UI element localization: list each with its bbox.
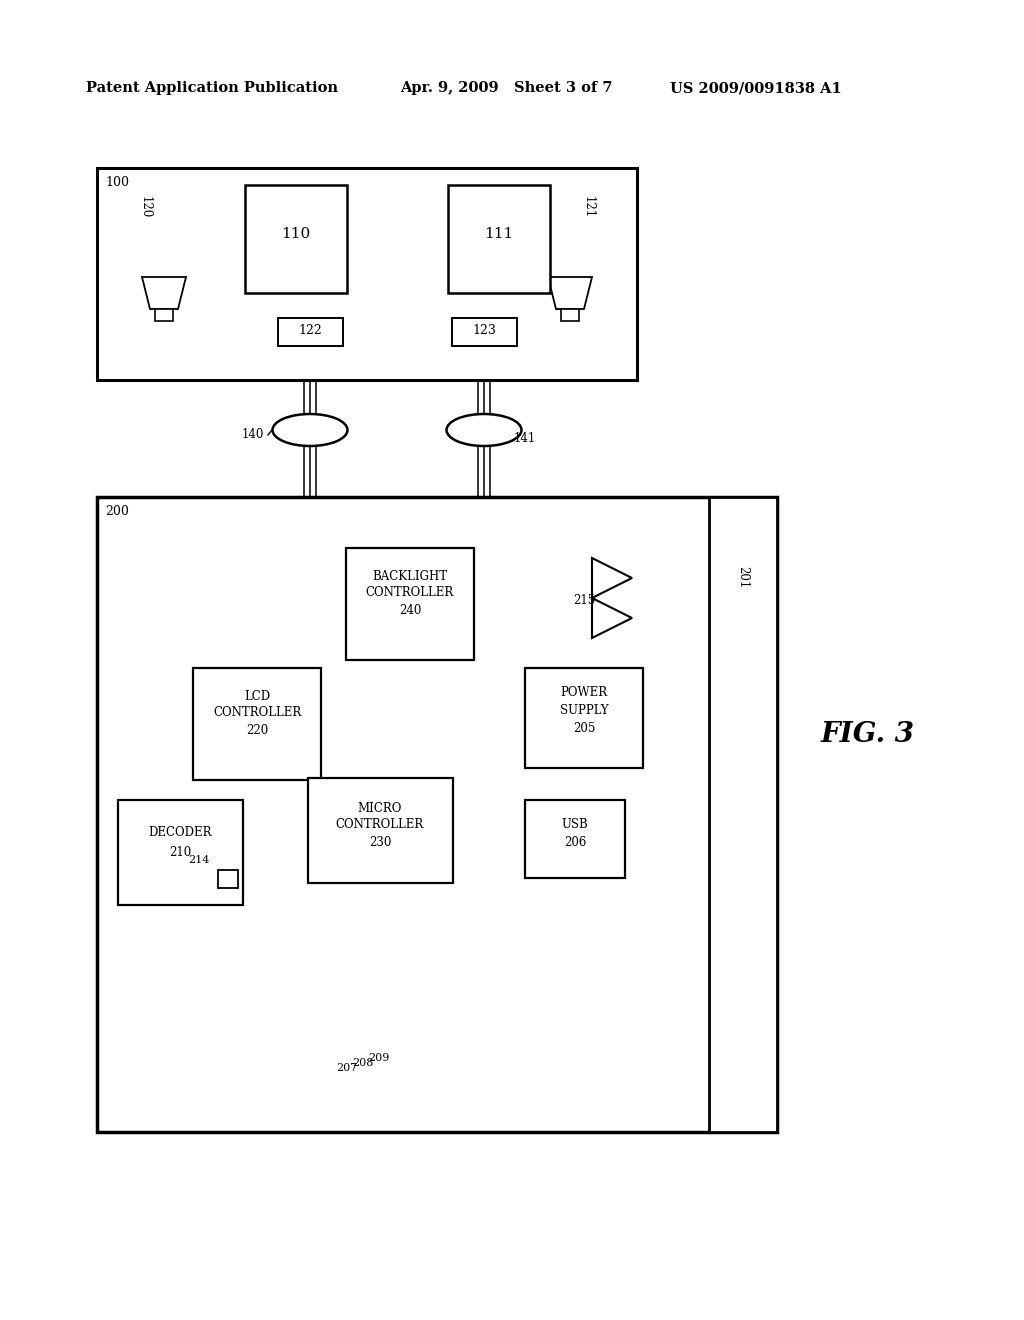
Text: 120: 120 — [139, 195, 152, 218]
Text: 209: 209 — [368, 1053, 389, 1063]
Text: 240: 240 — [398, 603, 421, 616]
Bar — [452, 318, 517, 346]
Bar — [525, 800, 625, 878]
Text: USB: USB — [561, 817, 589, 830]
Text: US 2009/0091838 A1: US 2009/0091838 A1 — [670, 81, 842, 95]
Bar — [278, 318, 343, 346]
Text: LCD: LCD — [244, 689, 270, 702]
Bar — [449, 185, 550, 293]
Text: 121: 121 — [582, 195, 595, 218]
Text: 201: 201 — [736, 566, 750, 589]
Text: BACKLIGHT: BACKLIGHT — [373, 569, 447, 582]
Text: 140: 140 — [242, 429, 264, 441]
Polygon shape — [592, 558, 632, 598]
Text: 111: 111 — [484, 227, 514, 242]
Bar — [193, 668, 321, 780]
Text: FIG. 3: FIG. 3 — [821, 722, 915, 748]
Text: 123: 123 — [472, 323, 496, 337]
Ellipse shape — [272, 414, 347, 446]
Text: 206: 206 — [564, 836, 586, 849]
Text: 230: 230 — [369, 836, 391, 849]
Polygon shape — [548, 277, 592, 309]
Text: 215: 215 — [572, 594, 595, 606]
Bar — [346, 548, 474, 660]
Bar — [308, 777, 453, 883]
Text: 214: 214 — [188, 855, 210, 865]
Bar — [561, 309, 579, 321]
Polygon shape — [592, 598, 632, 638]
Text: CONTROLLER: CONTROLLER — [366, 586, 454, 599]
Text: 220: 220 — [246, 723, 268, 737]
Text: SUPPLY: SUPPLY — [560, 705, 608, 718]
Text: 141: 141 — [514, 432, 537, 445]
Text: Patent Application Publication: Patent Application Publication — [86, 81, 338, 95]
Text: 210: 210 — [169, 846, 191, 858]
Text: 110: 110 — [282, 227, 310, 242]
Text: CONTROLLER: CONTROLLER — [336, 818, 424, 832]
Text: 200: 200 — [105, 506, 129, 517]
Bar — [525, 668, 643, 768]
Bar — [218, 870, 238, 888]
Text: 122: 122 — [298, 323, 322, 337]
Text: POWER: POWER — [560, 686, 607, 700]
Bar — [97, 168, 637, 380]
Text: 208: 208 — [352, 1059, 374, 1068]
Bar — [118, 800, 243, 906]
Text: CONTROLLER: CONTROLLER — [213, 706, 301, 719]
Polygon shape — [142, 277, 186, 309]
Text: 100: 100 — [105, 176, 129, 189]
Bar — [245, 185, 347, 293]
Ellipse shape — [446, 414, 521, 446]
Text: MICRO: MICRO — [357, 801, 402, 814]
Bar — [97, 498, 777, 1133]
Text: Apr. 9, 2009   Sheet 3 of 7: Apr. 9, 2009 Sheet 3 of 7 — [400, 81, 612, 95]
Bar — [709, 498, 777, 1133]
Text: 207: 207 — [336, 1063, 357, 1073]
Bar — [155, 309, 173, 321]
Text: DECODER: DECODER — [148, 825, 212, 838]
Text: 205: 205 — [572, 722, 595, 734]
